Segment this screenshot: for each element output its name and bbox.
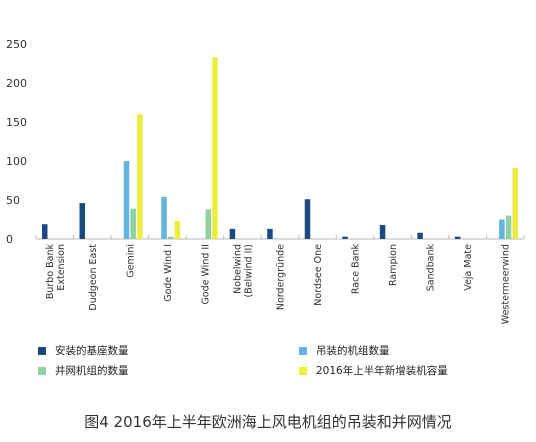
category-label: Sandbank	[426, 244, 437, 292]
bar	[41, 224, 48, 239]
bar	[454, 236, 461, 239]
category-label: Veja Mate	[463, 244, 474, 291]
category-label: Nobelwind	[232, 244, 243, 294]
category-label: Nordergründe	[276, 244, 287, 310]
legend-item-turbines-erected: 吊装的机组数量	[299, 343, 390, 358]
category-labels: Burbo Bank Extension Dudgeon East Gemini God…	[45, 244, 512, 325]
legend-swatch-turbines-erected	[299, 346, 307, 355]
legend-label-new-capacity: 2016年上半年新增装机容量	[316, 365, 448, 377]
category-label: Gode Wind I	[163, 244, 174, 302]
legend-swatch-grid-connected	[38, 366, 46, 375]
bar	[229, 228, 236, 239]
y-tick-label: 250	[6, 38, 27, 51]
bar	[123, 161, 130, 239]
legend-item-grid-connected: 并网机组的数量	[38, 363, 129, 378]
category-label: Gode Wind II	[200, 244, 211, 305]
bar	[304, 199, 311, 239]
legend-item-new-capacity: 2016年上半年新增装机容量	[299, 363, 448, 378]
bar	[505, 215, 512, 239]
bar	[174, 221, 181, 239]
bar	[79, 203, 86, 239]
bar	[137, 114, 143, 239]
y-axis-ticks: 0 50 100 150 200 250	[6, 38, 27, 246]
bar	[167, 236, 174, 239]
y-tick-label: 100	[6, 155, 27, 168]
x-axis-ticks	[35, 235, 525, 239]
bar	[342, 236, 348, 239]
y-tick-label: 0	[6, 233, 13, 246]
legend-label-grid-connected: 并网机组的数量	[55, 365, 129, 377]
category-label: (Belwind II)	[243, 244, 254, 297]
legend-swatch-pile-foundations	[38, 346, 46, 355]
category-label: Dudgeon East	[88, 244, 99, 311]
bar	[267, 228, 273, 239]
category-label: Race Bank	[351, 244, 362, 295]
bar	[512, 168, 519, 239]
y-tick-label: 50	[6, 194, 20, 207]
bar	[130, 208, 136, 239]
bar	[161, 196, 167, 239]
legend-label-pile-foundations: 安装的基座数量	[55, 345, 129, 357]
bar	[417, 232, 423, 239]
category-label: Burbo Bank	[45, 244, 56, 300]
bars	[41, 57, 519, 240]
category-label: Nordsee One	[313, 244, 324, 306]
legend-item-pile-foundations: 安装的基座数量	[38, 343, 129, 358]
bar	[499, 219, 505, 239]
category-label: Rampion	[388, 244, 399, 286]
bar	[205, 209, 212, 239]
y-tick-label: 200	[6, 77, 27, 90]
bar	[379, 224, 386, 239]
category-label: Gemini	[125, 244, 136, 278]
category-label: Westermeerwind	[501, 244, 512, 324]
legend-swatch-new-capacity	[299, 366, 307, 375]
figure-caption: 图4 2016年上半年欧洲海上风电机组的吊装和并网情况	[84, 413, 452, 431]
bar	[212, 57, 218, 240]
legend-label-turbines-erected: 吊装的机组数量	[316, 345, 390, 357]
category-label: Extension	[56, 244, 67, 291]
y-tick-label: 150	[6, 116, 27, 129]
